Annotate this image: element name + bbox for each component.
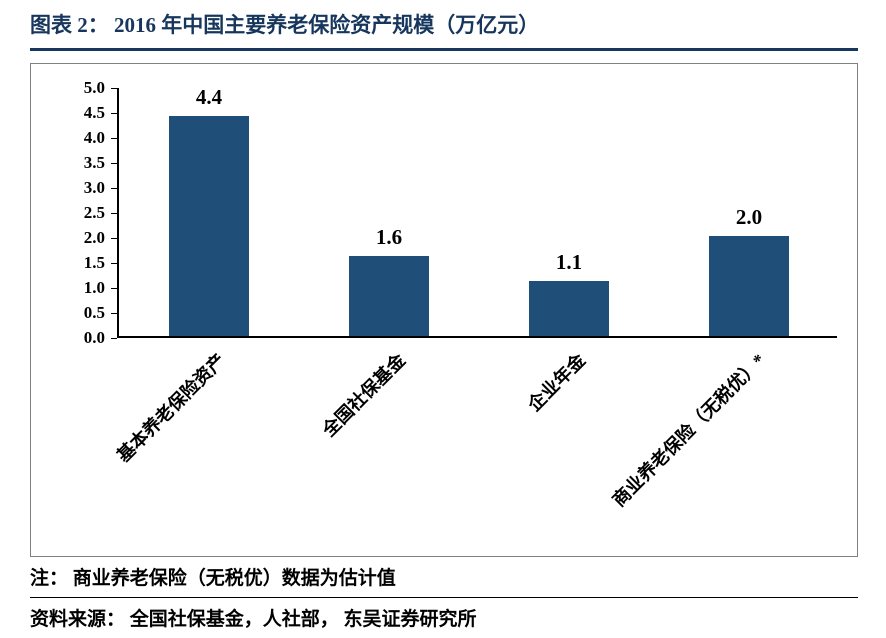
y-axis-tick-label: 5.0 [83, 78, 105, 97]
y-axis-tick-mark [111, 262, 117, 264]
chart-frame: 4.4 1.6 1.1 2.0 0.0 0.5 1.0 1.5 2.0 2.5 3.0 3.5 4.0… [30, 63, 858, 557]
x-axis-category-label: 企业年金 [524, 350, 590, 416]
x-axis-category-label: 基本养老保险资产 [113, 350, 230, 466]
y-axis-tick-mark [111, 212, 117, 214]
y-axis-tick-mark [111, 112, 117, 114]
y-axis-tick-mark [111, 237, 117, 239]
y-axis-tick-mark [111, 162, 117, 164]
y-axis-tick-mark [111, 87, 117, 89]
bar-value-label: 1.6 [375, 225, 403, 249]
bar-4 [709, 236, 789, 336]
y-axis-tick-label: 2.5 [83, 203, 105, 222]
y-axis-tick-mark [111, 337, 117, 339]
y-axis-tick-mark [111, 287, 117, 289]
plot-area: 4.4 1.6 1.1 2.0 [117, 85, 837, 338]
bar-value-label: 4.4 [195, 85, 223, 109]
x-axis-category-label: 商业养老保险（无税优）* [608, 350, 770, 511]
y-axis-tick-mark [111, 312, 117, 314]
bar-2 [349, 256, 429, 336]
y-axis-tick-label: 1.0 [83, 278, 105, 297]
y-axis-tick-label: 3.5 [83, 153, 105, 172]
y-axis-tick-label: 4.5 [83, 103, 105, 122]
chart-note: 注： 商业养老保险（无税优）数据为估计值 [30, 568, 396, 589]
y-axis-tick-mark [111, 187, 117, 189]
y-axis-tick-mark [111, 137, 117, 139]
y-axis-tick-label: 4.0 [83, 128, 105, 147]
title-underline [30, 48, 858, 51]
x-axis-category-label: 全国社保基金 [318, 350, 410, 441]
bar-value-label: 1.1 [555, 250, 583, 274]
data-source: 资料来源： 全国社保基金，人社部， 东吴证券研究所 [30, 609, 477, 630]
y-axis-tick-label: 2.0 [83, 228, 105, 247]
bar-3 [529, 281, 609, 336]
y-axis-tick-label: 0.5 [83, 303, 105, 322]
y-axis-tick-label: 0.0 [83, 328, 105, 347]
y-axis-tick-label: 3.0 [83, 178, 105, 197]
figure-title: 图表 2： 2016 年中国主要养老保险资产规模（万亿元） [30, 13, 540, 37]
bar-value-label: 2.0 [735, 205, 763, 229]
footer-divider [30, 597, 858, 598]
bar-1 [169, 116, 249, 336]
y-axis-tick-label: 1.5 [83, 253, 105, 272]
